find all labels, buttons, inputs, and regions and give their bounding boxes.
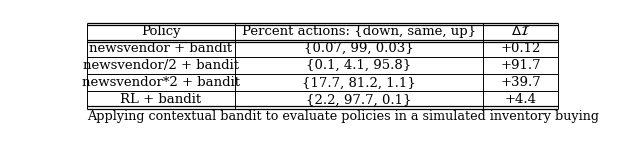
- Text: RL + bandit: RL + bandit: [120, 94, 202, 106]
- Text: newsvendor + bandit: newsvendor + bandit: [90, 42, 232, 55]
- Text: +0.12: +0.12: [500, 42, 541, 55]
- Text: newsvendor/2 + bandit: newsvendor/2 + bandit: [83, 59, 239, 72]
- Text: {2.2, 97.7, 0.1}: {2.2, 97.7, 0.1}: [306, 94, 412, 106]
- Text: Policy: Policy: [141, 25, 181, 38]
- Text: +4.4: +4.4: [504, 94, 536, 106]
- Text: +91.7: +91.7: [500, 59, 541, 72]
- Text: $\Delta\mathcal{I}$: $\Delta\mathcal{I}$: [511, 25, 530, 38]
- Text: {0.1, 4.1, 95.8}: {0.1, 4.1, 95.8}: [307, 59, 412, 72]
- Text: Percent actions: {down, same, up}: Percent actions: {down, same, up}: [242, 25, 476, 38]
- Text: +39.7: +39.7: [500, 76, 541, 89]
- Text: {17.7, 81.2, 1.1}: {17.7, 81.2, 1.1}: [302, 76, 416, 89]
- Text: newsvendor*2 + bandit: newsvendor*2 + bandit: [82, 76, 240, 89]
- Text: Applying contextual bandit to evaluate policies in a simulated inventory buying: Applying contextual bandit to evaluate p…: [88, 110, 600, 123]
- Text: {0.07, 99, 0.03}: {0.07, 99, 0.03}: [304, 42, 414, 55]
